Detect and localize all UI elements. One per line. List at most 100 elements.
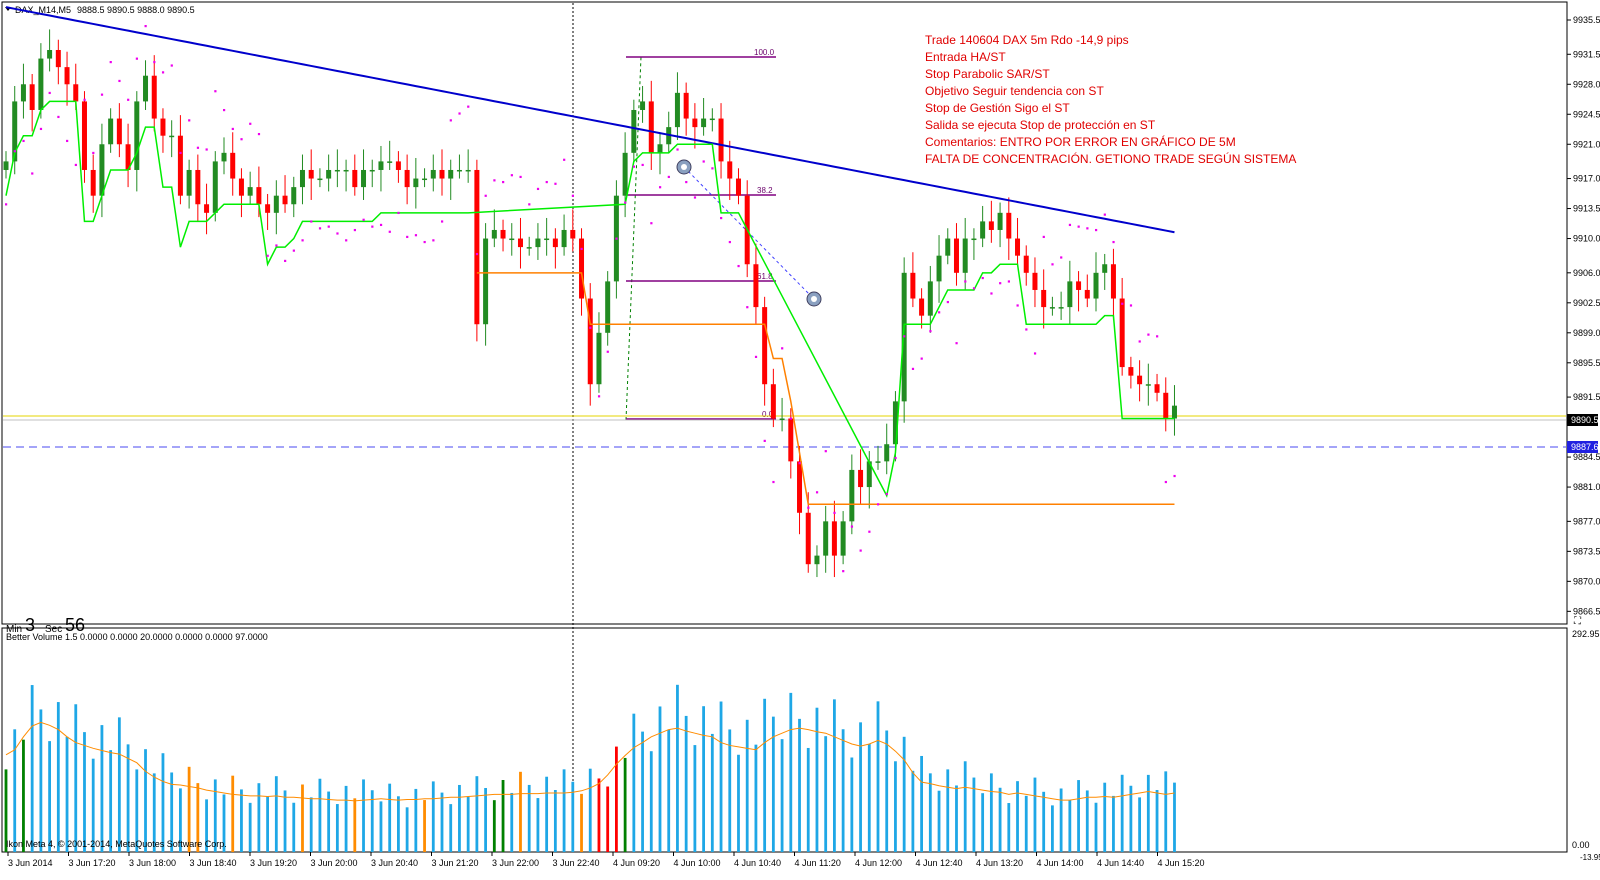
scroll-marker-icon[interactable]: ⛶	[1573, 616, 1582, 627]
fibonacci-retracement[interactable]: 100.0 38.2 61.8 0.0	[625, 48, 776, 421]
sar-dot	[833, 511, 836, 514]
moving-average-line	[5, 6, 1175, 234]
volume-bar	[205, 799, 208, 852]
sar-dot	[92, 151, 95, 155]
volume-bar	[484, 788, 487, 852]
time-tick-label: 4 Jun 12:40	[916, 858, 963, 868]
sar-dot	[1138, 340, 1141, 343]
candle-body	[1084, 289, 1090, 299]
sar-dot	[275, 244, 278, 247]
time-tick-label: 3 Jun 22:00	[492, 858, 539, 868]
candle-body	[797, 461, 803, 513]
volume-bar	[928, 773, 932, 852]
sar-dot	[972, 287, 976, 290]
price-tick-label: 9884.5	[1573, 452, 1600, 462]
candle-body	[430, 169, 436, 179]
sar-dot	[223, 108, 226, 112]
candle-body	[831, 521, 837, 556]
volume-bar	[754, 744, 758, 852]
candle-body	[134, 101, 140, 170]
candle-body	[352, 169, 358, 188]
sar-dot	[894, 456, 897, 460]
volume-bar	[946, 769, 950, 852]
timer-sec-value: 56	[65, 615, 85, 635]
candle-body	[509, 238, 515, 241]
candlesticks	[3, 29, 1177, 578]
candle-body	[483, 238, 489, 325]
volume-bar	[885, 730, 889, 852]
sar-dot	[1103, 213, 1106, 216]
candle-body	[55, 49, 61, 68]
candle-body	[1032, 272, 1038, 290]
volume-bar	[440, 792, 444, 852]
candle-body	[334, 169, 340, 172]
sar-dot	[528, 203, 531, 206]
candle-body	[657, 144, 663, 153]
sar-dot	[292, 249, 295, 252]
candle-body	[221, 152, 227, 162]
volume-bar	[231, 775, 235, 852]
volume-bar	[937, 790, 941, 852]
sar-dot	[589, 326, 592, 329]
candle-body	[186, 169, 192, 196]
candle-body	[3, 161, 9, 170]
annotation-line-4: Objetivo Seguir tendencia con ST	[925, 84, 1104, 98]
entry-marker-icon[interactable]	[676, 159, 692, 175]
sar-dot	[519, 175, 522, 179]
volume-bar	[684, 715, 688, 852]
volume-axis-zero: 0.00	[1572, 840, 1590, 850]
sar-dot	[1147, 333, 1150, 336]
sar-dot	[554, 182, 557, 185]
volume-bar	[798, 718, 801, 852]
candle-body	[735, 178, 741, 196]
volume-bar	[196, 783, 200, 852]
sar-dot	[83, 98, 86, 101]
volume-bar	[1146, 774, 1150, 852]
volume-bar	[894, 761, 897, 852]
candle-body	[962, 238, 968, 273]
volume-indicator-label: Better Volume 1.5 0.0000 0.0000 20.0000 …	[6, 632, 268, 642]
volume-bar	[266, 796, 269, 852]
candle-body	[875, 461, 881, 463]
fib-label-0: 0.0	[762, 410, 774, 419]
candle-body	[108, 118, 114, 145]
candle-body	[169, 135, 175, 138]
volume-bar	[135, 769, 139, 852]
candle-body	[1067, 281, 1073, 308]
price-tick-label: 9924.5	[1573, 109, 1600, 119]
sar-dot	[414, 234, 418, 237]
sar-dot	[545, 180, 548, 184]
volume-bar	[867, 744, 871, 852]
volume-bar	[466, 796, 470, 852]
candle-body	[988, 221, 994, 230]
candle-body	[326, 169, 332, 179]
time-tick-label: 4 Jun 15:20	[1158, 858, 1205, 868]
candle-body	[919, 298, 925, 316]
sar-dot	[153, 60, 156, 64]
candle-body	[980, 221, 986, 239]
volume-bar	[240, 789, 243, 852]
candle-body	[823, 521, 829, 556]
price-tick-label: 9906.0	[1573, 268, 1600, 278]
candle-body	[587, 298, 593, 385]
sar-dot	[475, 252, 479, 256]
sar-dot	[502, 180, 505, 184]
candle-body	[753, 264, 759, 308]
volume-bar	[449, 804, 453, 852]
volume-bar	[1016, 781, 1019, 852]
volume-bar	[423, 800, 426, 852]
volume-bar	[91, 758, 95, 852]
volume-bar	[292, 802, 296, 852]
exit-marker-icon[interactable]	[806, 291, 822, 307]
sar-dot	[702, 160, 705, 163]
sar-dot	[196, 146, 200, 149]
annotation-line-7: Comentarios: ENTRO POR ERROR EN GRÁFICO …	[925, 134, 1236, 149]
time-tick-label: 4 Jun 10:00	[674, 858, 721, 868]
sar-dot	[824, 450, 827, 453]
sar-dot	[807, 506, 810, 509]
sar-dot	[859, 549, 862, 552]
candle-body	[517, 238, 523, 248]
volume-bar	[397, 796, 400, 852]
volume-bar	[283, 790, 287, 852]
